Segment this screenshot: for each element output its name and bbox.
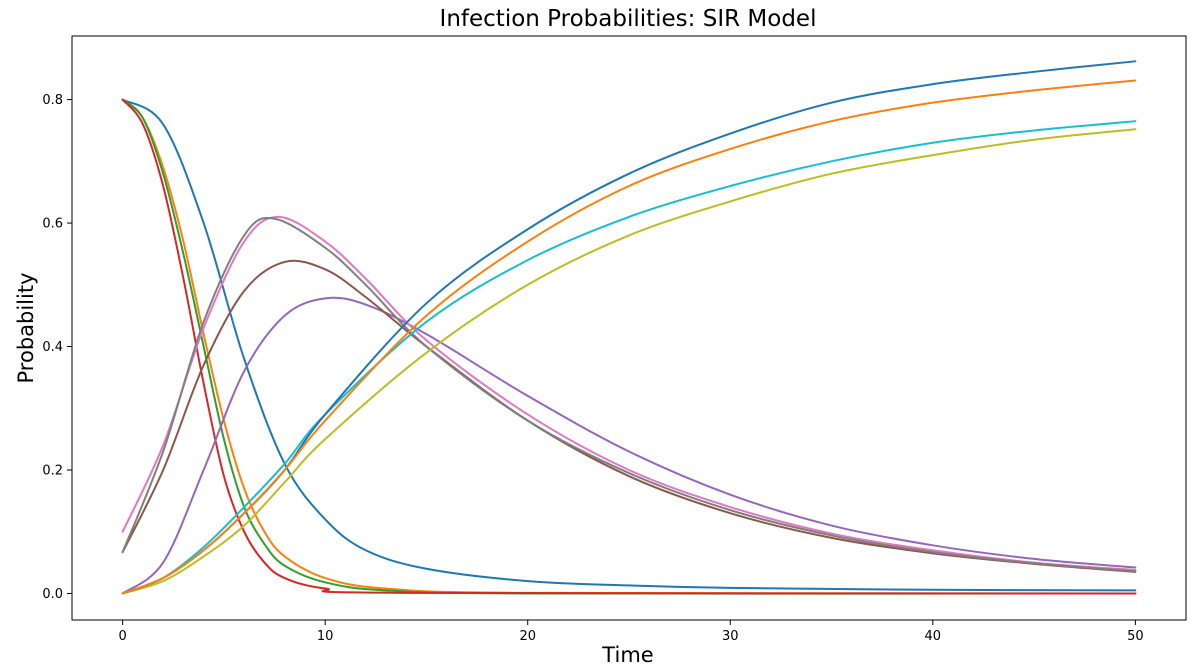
x-tick-label-2: 20 xyxy=(519,629,536,644)
series-line-11 xyxy=(121,60,1137,595)
y-tick-label-4: 0.8 xyxy=(42,93,63,108)
series-line-12 xyxy=(121,79,1137,595)
series-line-4 xyxy=(121,98,1137,595)
x-tick-label-1: 10 xyxy=(317,629,334,644)
series-line-6 xyxy=(121,259,1137,573)
series-line-1 xyxy=(121,98,1137,592)
series-line-5 xyxy=(121,296,1137,595)
y-tick-label-2: 0.4 xyxy=(42,340,63,355)
series-line-8 xyxy=(121,217,1137,573)
x-tick-label-5: 50 xyxy=(1127,629,1144,644)
x-tick-label-0: 0 xyxy=(118,629,126,644)
series-line-7 xyxy=(121,215,1137,571)
y-tick-label-3: 0.6 xyxy=(42,217,63,232)
y-tick-label-1: 0.2 xyxy=(42,463,63,478)
y-tick-label-0: 0.0 xyxy=(42,587,63,602)
plot-frame xyxy=(71,35,1187,621)
series-line-10 xyxy=(121,120,1137,595)
y-axis-title: Probability xyxy=(14,272,38,383)
series-line-9 xyxy=(121,128,1137,595)
x-tick-label-3: 30 xyxy=(722,629,739,644)
x-axis-title: Time xyxy=(601,643,653,667)
chart-title: Infection Probabilities: SIR Model xyxy=(440,6,817,32)
plot-area: 0 10 20 30 40 50 0.0 0.2 0.4 0.6 0.8 xyxy=(42,35,1187,644)
x-tick-label-4: 40 xyxy=(925,629,942,644)
